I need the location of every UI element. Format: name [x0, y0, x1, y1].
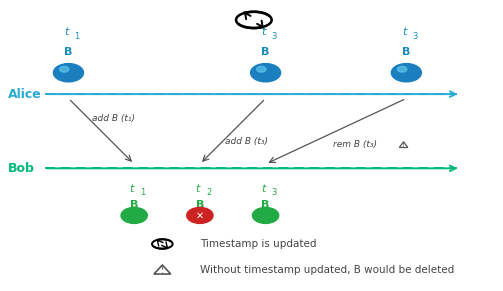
Text: 3: 3: [412, 32, 418, 41]
Circle shape: [121, 207, 147, 223]
Text: add B (t₃): add B (t₃): [225, 137, 268, 146]
Text: !: !: [402, 143, 405, 148]
Text: B: B: [262, 200, 270, 210]
Circle shape: [59, 66, 69, 72]
Text: Timestamp is updated: Timestamp is updated: [200, 239, 316, 249]
Text: 1: 1: [140, 188, 145, 197]
Text: !: !: [161, 266, 164, 275]
Text: Without timestamp updated, B would be deleted: Without timestamp updated, B would be de…: [200, 265, 454, 275]
Text: B: B: [402, 47, 410, 57]
Circle shape: [257, 66, 266, 72]
Text: t: t: [64, 27, 68, 37]
Text: 3: 3: [272, 188, 277, 197]
Text: rem B (t₃): rem B (t₃): [333, 140, 377, 149]
Circle shape: [391, 63, 422, 82]
Text: B: B: [130, 200, 138, 210]
Text: add B (t₁): add B (t₁): [92, 114, 135, 123]
Text: B: B: [196, 200, 204, 210]
Text: B: B: [262, 47, 270, 57]
Text: 1: 1: [74, 32, 80, 41]
Circle shape: [253, 207, 279, 223]
Text: B: B: [64, 47, 72, 57]
Text: 3: 3: [272, 32, 277, 41]
Circle shape: [250, 63, 281, 82]
Text: ✕: ✕: [196, 210, 204, 221]
Circle shape: [187, 207, 213, 223]
Text: Bob: Bob: [8, 162, 34, 175]
Text: t: t: [195, 184, 200, 194]
Text: t: t: [261, 27, 266, 37]
Text: Alice: Alice: [8, 88, 41, 101]
Text: t: t: [261, 184, 266, 194]
Text: t: t: [402, 27, 406, 37]
Text: t: t: [130, 184, 134, 194]
Text: 2: 2: [206, 188, 211, 197]
Circle shape: [397, 66, 407, 72]
Circle shape: [53, 63, 83, 82]
